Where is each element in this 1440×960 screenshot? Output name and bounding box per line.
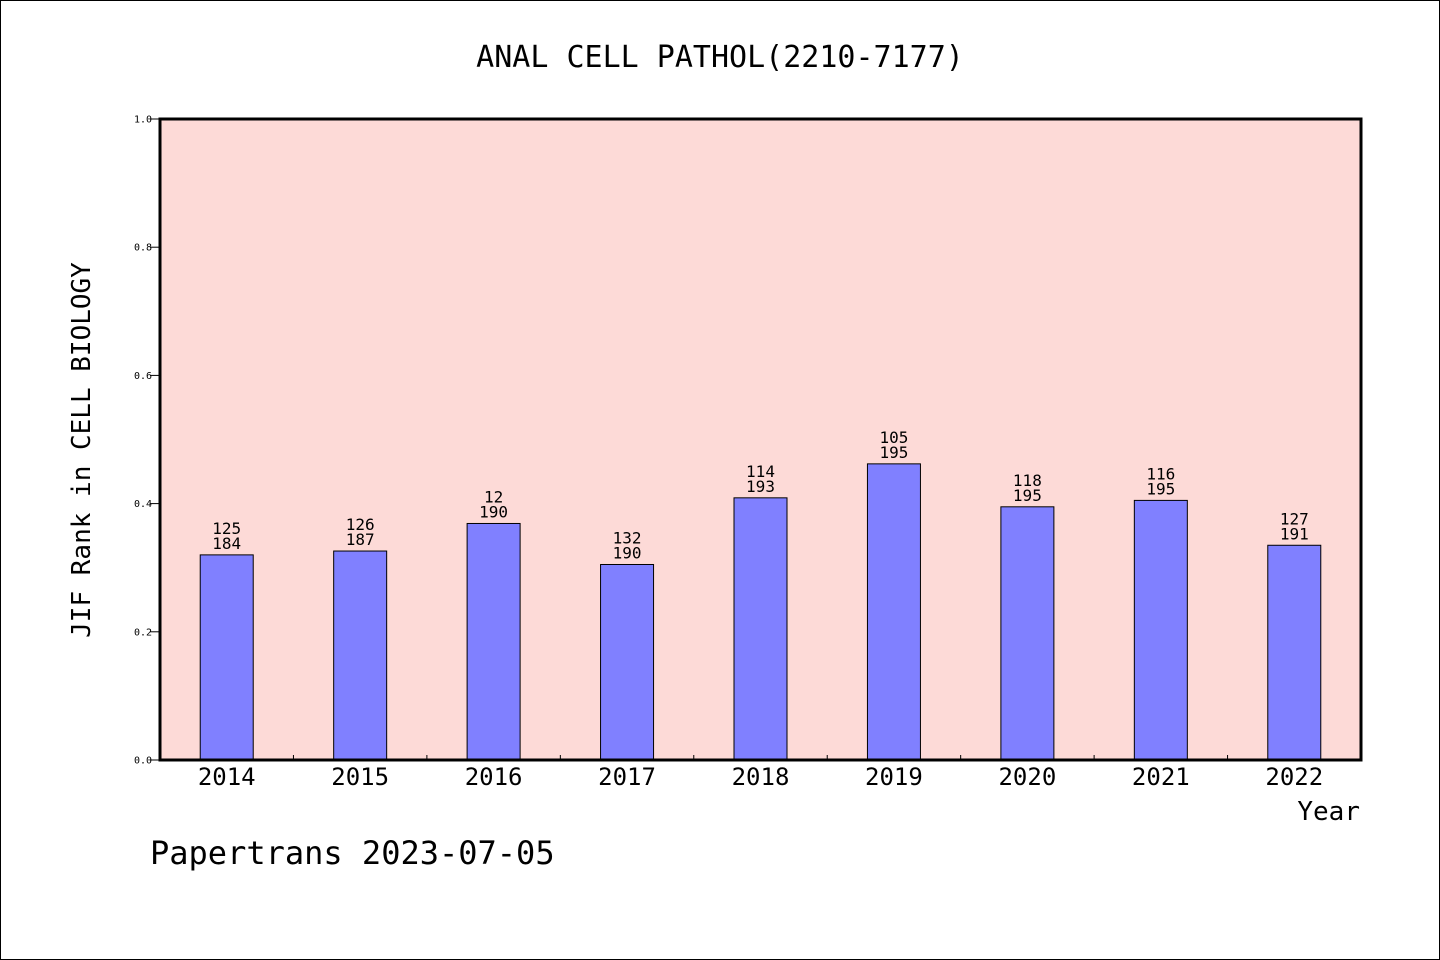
bar-rank-labels: 1251841261871219013219011419310519511819… bbox=[212, 428, 1308, 563]
bar-total-label: 190 bbox=[613, 543, 642, 562]
y-tick-label: 0.0 bbox=[134, 756, 152, 767]
bar-2017 bbox=[600, 563, 655, 761]
bar-total-label: 191 bbox=[1280, 524, 1309, 543]
bar-2022 bbox=[1267, 544, 1322, 761]
plot-border bbox=[158, 117, 1363, 762]
y-tick-label: 0.6 bbox=[134, 371, 152, 382]
footer-source-date: Papertrans 2023-07-05 bbox=[150, 834, 555, 872]
chart-title: ANAL CELL PATHOL(2210-7177) bbox=[476, 40, 964, 75]
bar-rank-label: 127 bbox=[1280, 509, 1309, 528]
x-axis: 2014 2015 2016 2017 2018 2019 2020 2021 2022 bbox=[198, 755, 1323, 791]
y-tick-label: 0.8 bbox=[134, 243, 152, 254]
bar-total-label: 195 bbox=[1146, 479, 1175, 498]
bar-rank-label: 105 bbox=[879, 428, 908, 447]
bar-2016 bbox=[466, 522, 521, 761]
bar-rank-label: 114 bbox=[746, 462, 775, 481]
bar-2018 bbox=[733, 497, 788, 761]
bar-rank-label: 125 bbox=[212, 519, 241, 538]
bar-total-label: 193 bbox=[746, 477, 775, 496]
y-tick-label: 0.4 bbox=[134, 499, 152, 510]
y-tick-label: 1.0 bbox=[134, 115, 152, 126]
bar-2015 bbox=[333, 550, 388, 761]
bar-rank-label: 116 bbox=[1146, 464, 1175, 483]
x-tick-label: 2014 bbox=[198, 763, 256, 791]
bar-total-label: 184 bbox=[212, 534, 241, 553]
bar-total-label: 187 bbox=[346, 530, 375, 549]
y-axis-label: JIF Rank in CELL BIOLOGY bbox=[67, 262, 97, 638]
x-tick-label: 2017 bbox=[598, 763, 656, 791]
bars bbox=[199, 463, 1322, 761]
bar-2021 bbox=[1133, 499, 1188, 761]
x-tick-label: 2021 bbox=[1132, 763, 1190, 791]
x-tick-label: 2016 bbox=[465, 763, 523, 791]
x-tick-label: 2020 bbox=[998, 763, 1056, 791]
bar-total-label: 195 bbox=[1013, 486, 1042, 505]
bar-total-label: 190 bbox=[479, 502, 508, 521]
y-axis: 0.0 0.2 0.4 0.6 0.8 1.0 bbox=[134, 115, 160, 767]
bar-rank-label: 118 bbox=[1013, 471, 1042, 490]
bar-2020 bbox=[1000, 506, 1055, 761]
x-tick-label: 2019 bbox=[865, 763, 923, 791]
bar-rank-label: 12 bbox=[484, 487, 503, 506]
bar-total-label: 195 bbox=[879, 443, 908, 462]
x-axis-label: Year bbox=[1297, 797, 1360, 827]
x-tick-label: 2015 bbox=[331, 763, 389, 791]
y-tick-label: 0.2 bbox=[134, 627, 152, 638]
x-tick-label: 2018 bbox=[732, 763, 790, 791]
bar-rank-label: 132 bbox=[613, 528, 642, 547]
bar-rank-label: 126 bbox=[346, 515, 375, 534]
bar-2019 bbox=[866, 463, 921, 761]
bar-2014 bbox=[199, 554, 254, 761]
x-tick-label: 2022 bbox=[1265, 763, 1323, 791]
